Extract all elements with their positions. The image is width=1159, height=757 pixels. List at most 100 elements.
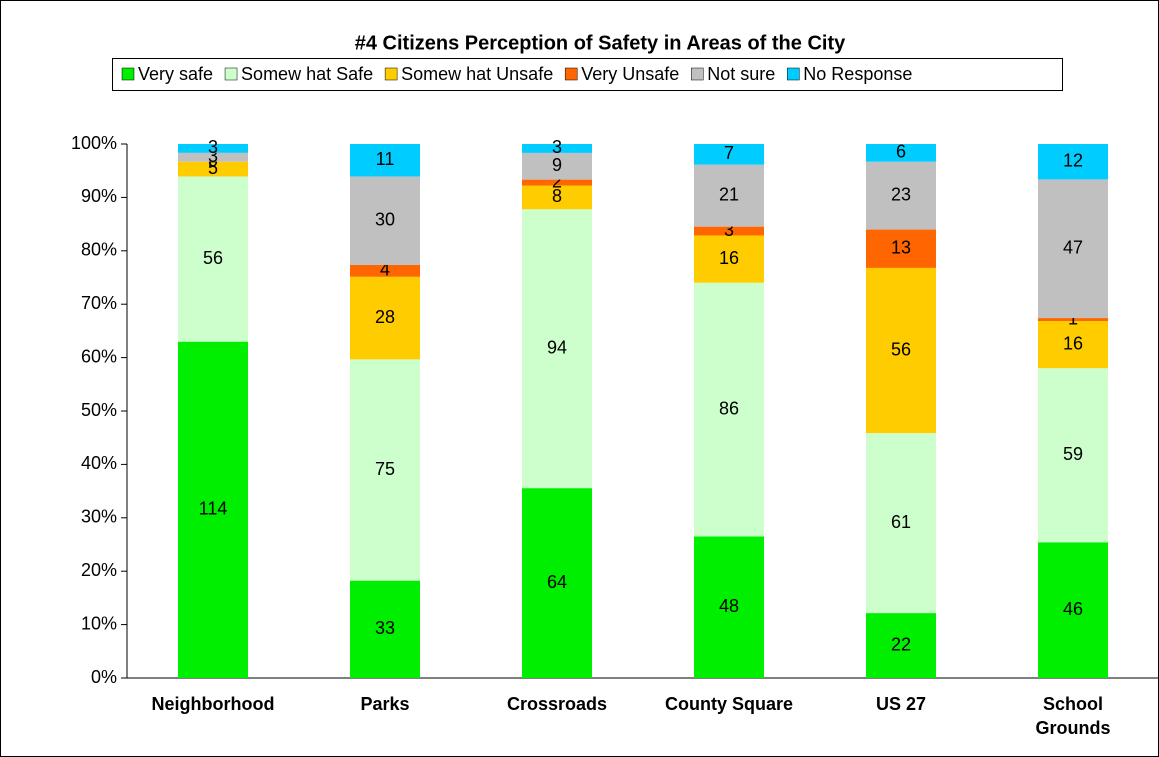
legend-label: Very Unsafe (581, 64, 679, 84)
data-label: 33 (375, 618, 395, 638)
data-label: 8 (552, 186, 562, 206)
x-tick-label: Parks (360, 694, 410, 714)
legend-label: Somew hat Safe (241, 64, 373, 84)
bar-segment (522, 488, 592, 678)
bar-segment (1038, 368, 1108, 543)
data-label: 61 (891, 512, 911, 532)
data-label: 28 (375, 307, 395, 327)
bar-segment (1038, 542, 1108, 678)
bar-segment (866, 229, 936, 268)
bar-segment (178, 161, 248, 177)
x-tick-label: School Grounds (1035, 694, 1111, 738)
data-label: 47 (1063, 237, 1083, 257)
bar-segment (350, 176, 420, 265)
bar-segment (178, 176, 248, 342)
legend-swatch (787, 67, 800, 81)
bar-segment (694, 235, 764, 283)
legend-swatch (224, 67, 238, 81)
bar-segment (866, 161, 936, 230)
data-label: 2 (552, 171, 562, 191)
data-label: 5 (208, 158, 218, 178)
data-label: 30 (375, 209, 395, 229)
bar-segment (522, 209, 592, 489)
bar-segment (350, 276, 420, 360)
legend-swatch (121, 67, 135, 81)
bar-segment (350, 264, 420, 277)
data-label: 16 (719, 248, 739, 268)
legend-label: Very safe (138, 64, 213, 84)
data-label: 3 (208, 137, 218, 157)
legend-swatch (691, 67, 704, 81)
data-label: 23 (891, 184, 911, 204)
data-label: 9 (552, 155, 562, 175)
bar-segment (1038, 144, 1108, 180)
data-label: 7 (724, 143, 734, 163)
data-label: 59 (1063, 444, 1083, 464)
y-tick-label: 60% (81, 346, 117, 366)
data-label: 75 (375, 459, 395, 479)
y-tick-label: 40% (81, 453, 117, 473)
y-tick-label: 30% (81, 507, 117, 527)
legend-label: Not sure (707, 64, 775, 84)
data-label: 4 (380, 260, 390, 280)
legend-label: Somew hat Unsafe (401, 64, 553, 84)
legend-swatch (564, 67, 578, 81)
y-tick-label: 80% (81, 240, 117, 260)
data-label: 6 (896, 142, 906, 162)
bar-segment (694, 164, 764, 227)
data-label: 56 (203, 248, 223, 268)
data-label: 48 (719, 596, 739, 616)
bar-segment (694, 282, 764, 537)
y-tick-label: 70% (81, 293, 117, 313)
data-label: 94 (547, 337, 567, 357)
bar-segment (178, 341, 248, 678)
y-tick-label: 50% (81, 400, 117, 420)
y-tick-label: 10% (81, 613, 117, 633)
data-label: 3 (552, 137, 562, 157)
bar-segment (522, 185, 592, 210)
bar-segment (178, 152, 248, 162)
bar-segment (694, 536, 764, 678)
bar-segment (350, 359, 420, 581)
data-label: 114 (199, 499, 228, 519)
bar-segment (866, 613, 936, 678)
data-label: 21 (719, 184, 739, 204)
chart-title: #4 Citizens Perception of Safety in Area… (355, 32, 846, 54)
bar-segment (1038, 321, 1108, 369)
x-tick-label: County Square (664, 694, 793, 714)
bar-segment (350, 144, 420, 177)
bar-segment (694, 144, 764, 165)
bar-segment (522, 179, 592, 186)
data-label: 11 (376, 149, 395, 169)
data-label: 3 (208, 146, 218, 166)
bar-segment (866, 144, 936, 162)
x-tick-label: US 27 (875, 694, 927, 714)
bar-segment (522, 144, 592, 153)
bar-segment (866, 433, 936, 614)
legend-label: No Response (803, 64, 912, 84)
data-label: 64 (547, 572, 567, 592)
data-label: 16 (1063, 333, 1083, 353)
y-tick-label: 20% (81, 560, 117, 580)
data-label: 13 (891, 237, 911, 257)
bar-segment (694, 226, 764, 236)
data-label: 1 (1068, 308, 1078, 328)
y-tick-label: 100% (71, 133, 117, 153)
data-label: 12 (1063, 150, 1083, 170)
x-tick-label: Crossroads (506, 694, 608, 714)
data-label: 3 (724, 220, 734, 240)
data-label: 56 (891, 339, 911, 359)
legend-swatch (384, 67, 398, 81)
bar-segment (350, 580, 420, 678)
bar-segment (866, 267, 936, 434)
legend-box (112, 58, 1063, 91)
y-tick-label: 90% (81, 186, 117, 206)
data-label: 22 (891, 634, 911, 654)
data-label: 86 (719, 398, 739, 418)
bar-segment (1038, 318, 1108, 322)
y-tick-label: 0% (91, 667, 117, 687)
bar-segment (522, 152, 592, 180)
bar-segment (1038, 179, 1108, 319)
